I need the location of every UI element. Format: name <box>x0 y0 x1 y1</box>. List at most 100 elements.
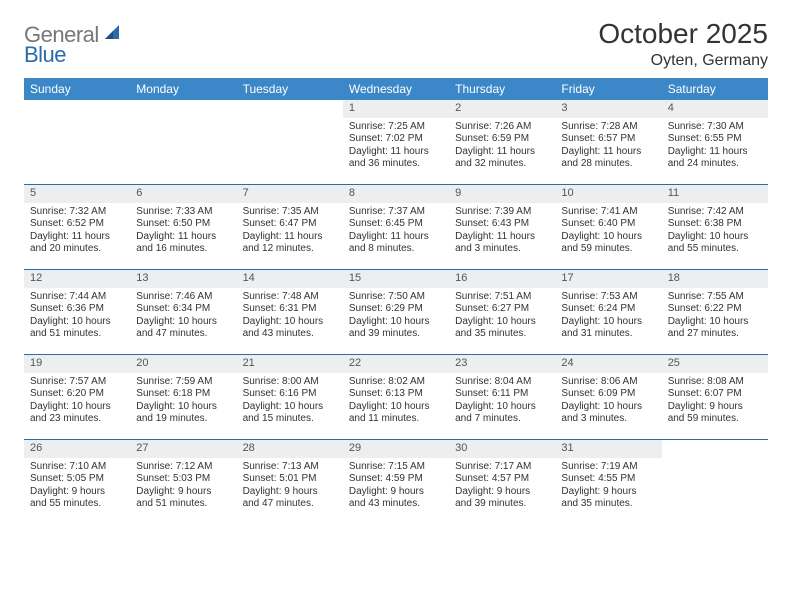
sunset-line: Sunset: 6:57 PM <box>561 133 655 146</box>
sunset-line: Sunset: 6:43 PM <box>455 218 549 231</box>
day-cell: 11Sunrise: 7:42 AMSunset: 6:38 PMDayligh… <box>662 185 768 269</box>
day-number: 24 <box>555 355 661 373</box>
sunset-line: Sunset: 4:57 PM <box>455 473 549 486</box>
sunrise-line: Sunrise: 7:41 AM <box>561 206 655 219</box>
sunset-line: Sunset: 5:05 PM <box>30 473 124 486</box>
sunrise-line: Sunrise: 7:57 AM <box>30 376 124 389</box>
day-number: 20 <box>130 355 236 373</box>
month-title: October 2025 <box>598 18 768 50</box>
day-body: Sunrise: 7:28 AMSunset: 6:57 PMDaylight:… <box>555 118 661 175</box>
daylight-line: Daylight: 11 hours and 28 minutes. <box>561 146 655 171</box>
sunrise-line: Sunrise: 8:04 AM <box>455 376 549 389</box>
day-cell: 19Sunrise: 7:57 AMSunset: 6:20 PMDayligh… <box>24 355 130 439</box>
header-row: General October 2025 Oyten, Germany <box>24 18 768 70</box>
sunrise-line: Sunrise: 8:08 AM <box>668 376 762 389</box>
day-header-row: SundayMondayTuesdayWednesdayThursdayFrid… <box>24 78 768 100</box>
day-cell: 4Sunrise: 7:30 AMSunset: 6:55 PMDaylight… <box>662 100 768 184</box>
day-cell <box>662 440 768 524</box>
day-cell: 7Sunrise: 7:35 AMSunset: 6:47 PMDaylight… <box>237 185 343 269</box>
sunset-line: Sunset: 6:38 PM <box>668 218 762 231</box>
day-cell <box>130 100 236 184</box>
day-header: Monday <box>130 78 236 100</box>
day-body: Sunrise: 7:42 AMSunset: 6:38 PMDaylight:… <box>662 203 768 260</box>
day-number: 9 <box>449 185 555 203</box>
sunrise-line: Sunrise: 8:02 AM <box>349 376 443 389</box>
day-number: 28 <box>237 440 343 458</box>
day-header: Friday <box>555 78 661 100</box>
day-number: 26 <box>24 440 130 458</box>
sunset-line: Sunset: 6:55 PM <box>668 133 762 146</box>
daylight-line: Daylight: 11 hours and 32 minutes. <box>455 146 549 171</box>
sunrise-line: Sunrise: 7:26 AM <box>455 121 549 134</box>
daylight-line: Daylight: 9 hours and 47 minutes. <box>243 486 337 511</box>
daylight-line: Daylight: 10 hours and 43 minutes. <box>243 316 337 341</box>
day-number: 19 <box>24 355 130 373</box>
title-block: October 2025 Oyten, Germany <box>598 18 768 70</box>
day-number: 27 <box>130 440 236 458</box>
day-cell: 6Sunrise: 7:33 AMSunset: 6:50 PMDaylight… <box>130 185 236 269</box>
day-number: 23 <box>449 355 555 373</box>
sunset-line: Sunset: 6:47 PM <box>243 218 337 231</box>
day-header: Saturday <box>662 78 768 100</box>
day-cell: 30Sunrise: 7:17 AMSunset: 4:57 PMDayligh… <box>449 440 555 524</box>
daylight-line: Daylight: 10 hours and 15 minutes. <box>243 401 337 426</box>
sunrise-line: Sunrise: 7:28 AM <box>561 121 655 134</box>
day-number <box>237 100 343 118</box>
day-number: 30 <box>449 440 555 458</box>
sunset-line: Sunset: 7:02 PM <box>349 133 443 146</box>
sunrise-line: Sunrise: 7:17 AM <box>455 461 549 474</box>
brand-blue: Blue <box>24 42 66 67</box>
sunrise-line: Sunrise: 7:48 AM <box>243 291 337 304</box>
sunrise-line: Sunrise: 7:32 AM <box>30 206 124 219</box>
daylight-line: Daylight: 10 hours and 31 minutes. <box>561 316 655 341</box>
week-row: 1 Sunrise: 7:25 AMSunset: 7:02 PM Daylight… <box>24 100 768 185</box>
day-body: Sunrise: 8:06 AMSunset: 6:09 PMDaylight:… <box>555 373 661 430</box>
daylight-line: Daylight: 10 hours and 35 minutes. <box>455 316 549 341</box>
sunrise-line: Sunrise: 7:37 AM <box>349 206 443 219</box>
day-body: Sunrise: 7:33 AMSunset: 6:50 PMDaylight:… <box>130 203 236 260</box>
day-cell: 15Sunrise: 7:50 AMSunset: 6:29 PMDayligh… <box>343 270 449 354</box>
day-cell: 22Sunrise: 8:02 AMSunset: 6:13 PMDayligh… <box>343 355 449 439</box>
sunset-line: Sunset: 6:20 PM <box>30 388 124 401</box>
day-cell: 9Sunrise: 7:39 AMSunset: 6:43 PMDaylight… <box>449 185 555 269</box>
day-cell: 24Sunrise: 8:06 AMSunset: 6:09 PMDayligh… <box>555 355 661 439</box>
day-header: Sunday <box>24 78 130 100</box>
day-body <box>24 118 130 125</box>
sunrise-line: Sunrise: 7:50 AM <box>349 291 443 304</box>
day-body: Sunrise: 7:48 AMSunset: 6:31 PMDaylight:… <box>237 288 343 345</box>
day-body: Sunrise: 7:57 AMSunset: 6:20 PMDaylight:… <box>24 373 130 430</box>
sunrise-line: Sunrise: 7:15 AM <box>349 461 443 474</box>
day-body: Sunrise: 7:13 AMSunset: 5:01 PMDaylight:… <box>237 458 343 515</box>
day-cell: 16Sunrise: 7:51 AMSunset: 6:27 PMDayligh… <box>449 270 555 354</box>
day-cell <box>24 100 130 184</box>
day-number: 10 <box>555 185 661 203</box>
day-body: Sunrise: 7:55 AMSunset: 6:22 PMDaylight:… <box>662 288 768 345</box>
day-number: 4 <box>662 100 768 118</box>
day-body: Sunrise: 8:08 AMSunset: 6:07 PMDaylight:… <box>662 373 768 430</box>
daylight-line: Daylight: 11 hours and 12 minutes. <box>243 231 337 256</box>
daylight-line: Daylight: 10 hours and 3 minutes. <box>561 401 655 426</box>
daylight-line: Daylight: 10 hours and 59 minutes. <box>561 231 655 256</box>
day-body <box>662 458 768 465</box>
daylight-line: Daylight: 9 hours and 39 minutes. <box>455 486 549 511</box>
day-cell: 26Sunrise: 7:10 AMSunset: 5:05 PMDayligh… <box>24 440 130 524</box>
daylight-line: Daylight: 11 hours and 24 minutes. <box>668 146 762 171</box>
day-number: 21 <box>237 355 343 373</box>
day-body: Sunrise: 7:50 AMSunset: 6:29 PMDaylight:… <box>343 288 449 345</box>
sunrise-line: Sunrise: 7:25 AM <box>349 121 443 134</box>
week-row: 26Sunrise: 7:10 AMSunset: 5:05 PMDayligh… <box>24 440 768 524</box>
calendar-grid: SundayMondayTuesdayWednesdayThursdayFrid… <box>24 78 768 524</box>
day-cell: 29Sunrise: 7:15 AMSunset: 4:59 PMDayligh… <box>343 440 449 524</box>
day-body: Sunrise: 7:39 AMSunset: 6:43 PMDaylight:… <box>449 203 555 260</box>
daylight-line: Daylight: 11 hours and 20 minutes. <box>30 231 124 256</box>
day-body: Sunrise: 7:51 AMSunset: 6:27 PMDaylight:… <box>449 288 555 345</box>
day-body: Sunrise: 7:17 AMSunset: 4:57 PMDaylight:… <box>449 458 555 515</box>
day-cell: 3Sunrise: 7:28 AMSunset: 6:57 PMDaylight… <box>555 100 661 184</box>
day-header: Thursday <box>449 78 555 100</box>
day-number: 1 <box>343 100 449 118</box>
daylight-line: Daylight: 9 hours and 59 minutes. <box>668 401 762 426</box>
daylight-line: Daylight: 11 hours and 8 minutes. <box>349 231 443 256</box>
day-body: Sunrise: 7:44 AMSunset: 6:36 PMDaylight:… <box>24 288 130 345</box>
day-body: Sunrise: 7:10 AMSunset: 5:05 PMDaylight:… <box>24 458 130 515</box>
day-cell: 8Sunrise: 7:37 AMSunset: 6:45 PMDaylight… <box>343 185 449 269</box>
